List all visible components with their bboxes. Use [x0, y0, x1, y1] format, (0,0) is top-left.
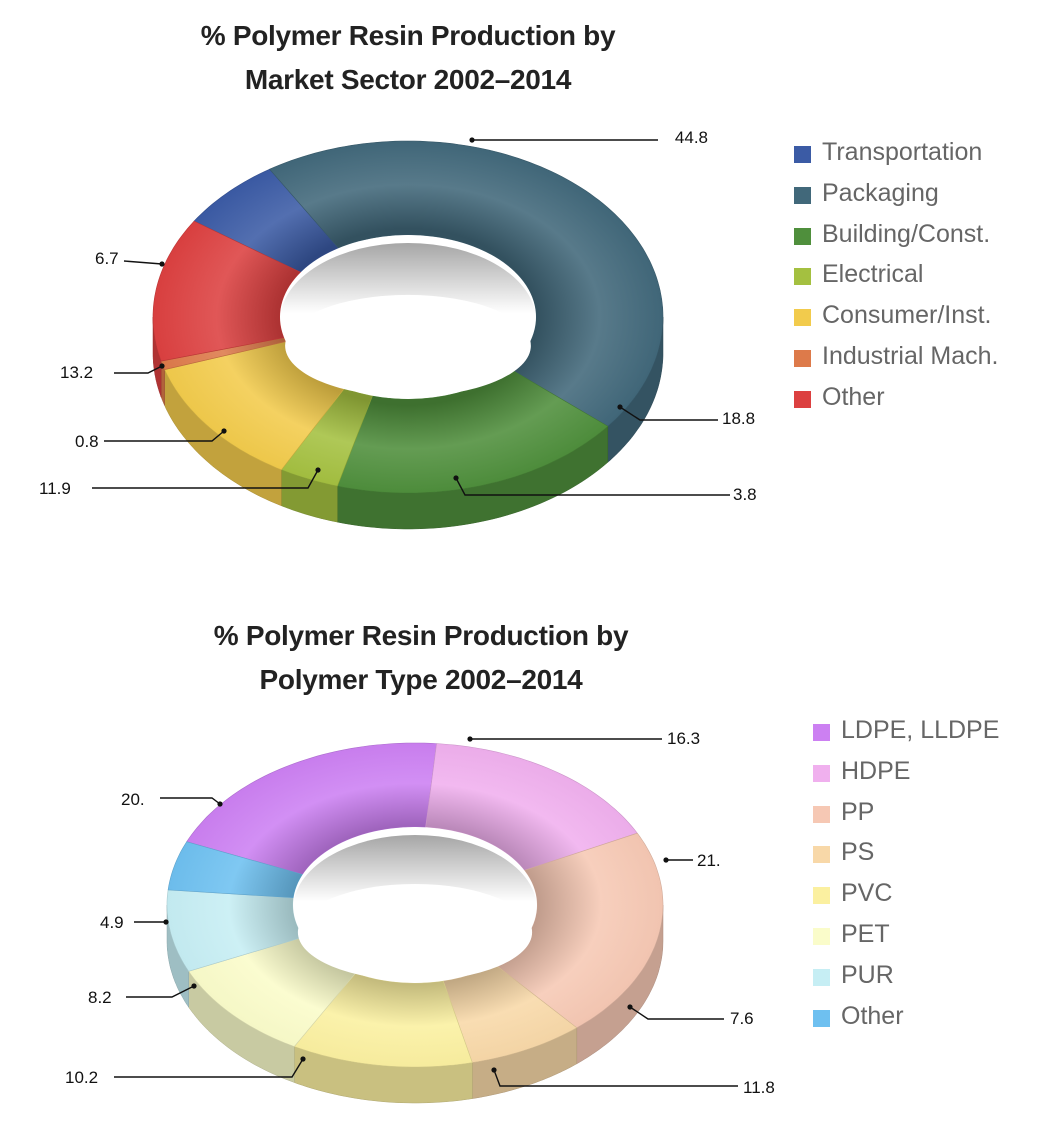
chart-title-line-1: % Polymer Resin Production by — [200, 20, 616, 51]
chart-title: % Polymer Resin Production by Market Sec… — [108, 14, 708, 102]
value-label: 18.8 — [722, 409, 755, 428]
value-label: 16.3 — [667, 729, 700, 748]
leader-dot — [217, 801, 223, 807]
leader-dot — [159, 261, 165, 267]
legend-label: Industrial Mach. — [822, 341, 999, 370]
value-label: 44.8 — [675, 128, 708, 147]
donut-top — [166, 742, 664, 1068]
leader-dot — [163, 919, 169, 925]
donut-chart: 20. 16.3 21. 7.6 11.8 10.2 8.2 4.9 — [65, 729, 775, 1104]
leader-dot — [467, 736, 473, 742]
legend-swatch — [794, 227, 811, 245]
legend-label: Consumer/Inst. — [822, 301, 992, 330]
value-label: 6.7 — [95, 249, 119, 268]
legend-label: Transportation — [822, 138, 983, 166]
legend-label: PP — [841, 797, 875, 826]
value-label: 21. — [697, 851, 721, 870]
leader-line — [160, 797, 221, 805]
leader-line — [114, 1058, 304, 1078]
legend-label: HDPE — [841, 756, 911, 785]
value-label: 10.2 — [65, 1068, 98, 1087]
legend-label: PS — [841, 838, 875, 867]
donut-chart: 6.7 44.8 18.8 3.8 11.9 0.8 13.2 — [39, 128, 757, 530]
legend-label: PUR — [841, 960, 894, 989]
legend-label: Other — [822, 382, 885, 411]
leader-dot — [627, 1004, 633, 1010]
value-labels: 6.7 44.8 18.8 3.8 11.9 0.8 13.2 — [39, 128, 757, 504]
legend-swatch — [813, 887, 830, 905]
legend-label: PET — [841, 919, 890, 948]
legend-swatch — [813, 927, 830, 945]
legend-swatch — [813, 1009, 830, 1027]
value-label: 20. — [121, 790, 145, 809]
chart-title-line-2: Market Sector 2002–2014 — [244, 64, 572, 95]
legend-swatch — [813, 968, 830, 986]
legend-swatch — [813, 764, 830, 782]
legend-label: Other — [841, 1001, 904, 1030]
leader-dot — [469, 137, 475, 143]
leader-dot — [221, 428, 227, 434]
legend-label: PVC — [841, 879, 893, 908]
donut-side — [152, 317, 664, 530]
donut-hole-inner — [285, 294, 531, 397]
value-label: 4.9 — [100, 913, 124, 932]
leader-dot — [491, 1067, 497, 1073]
leader-line — [629, 1006, 724, 1020]
legend-label: Electrical — [822, 260, 924, 289]
value-label: 11.9 — [39, 479, 71, 498]
value-label: 11.8 — [743, 1078, 775, 1097]
leader-dot — [191, 983, 197, 989]
leader-line — [92, 469, 319, 489]
value-label: 0.8 — [75, 432, 99, 451]
leader-dot — [159, 363, 165, 369]
leader-dot — [300, 1056, 306, 1062]
leader-line — [619, 406, 718, 421]
donut-hole-inner — [297, 883, 533, 981]
value-label: 3.8 — [733, 485, 757, 504]
leader-line — [493, 1069, 738, 1087]
legend-swatch — [813, 846, 830, 864]
leader-dot — [663, 857, 669, 863]
leader-line — [104, 430, 225, 442]
chart-title-line-2: Polymer Type 2002–2014 — [259, 664, 583, 695]
legend-label: Building/Const. — [822, 219, 991, 248]
value-label: 7.6 — [730, 1009, 754, 1028]
legend-swatch — [794, 146, 811, 163]
leader-line — [114, 365, 163, 374]
chart-title: % Polymer Resin Production by Polymer Ty… — [121, 614, 721, 702]
legend-swatch — [794, 268, 811, 286]
leader-dot — [453, 475, 459, 481]
donut-top — [152, 140, 664, 494]
leader-dot — [315, 467, 321, 473]
leader-line — [126, 985, 195, 998]
legend-swatch — [813, 805, 830, 823]
leader-line — [455, 477, 730, 496]
chart-polymer-type: % Polymer Resin Production by Polymer Ty… — [0, 600, 1042, 1132]
legend-swatch — [813, 724, 830, 741]
legend-swatch — [794, 390, 811, 408]
legend-label: Packaging — [822, 178, 939, 207]
value-label: 13.2 — [60, 363, 93, 382]
value-label: 8.2 — [88, 988, 112, 1007]
chart-market-sector: % Polymer Resin Production by Market Sec… — [0, 0, 1042, 560]
legend-swatch — [794, 349, 811, 367]
legend-swatch — [794, 186, 811, 204]
legend-label: LDPE, LLDPE — [841, 716, 1000, 744]
legend-swatch — [794, 309, 811, 327]
chart-title-line-1: % Polymer Resin Production by — [213, 620, 629, 651]
leader-dot — [617, 404, 623, 410]
value-labels: 20. 16.3 21. 7.6 11.8 10.2 8.2 4.9 — [65, 729, 775, 1097]
leader-line — [123, 260, 163, 265]
